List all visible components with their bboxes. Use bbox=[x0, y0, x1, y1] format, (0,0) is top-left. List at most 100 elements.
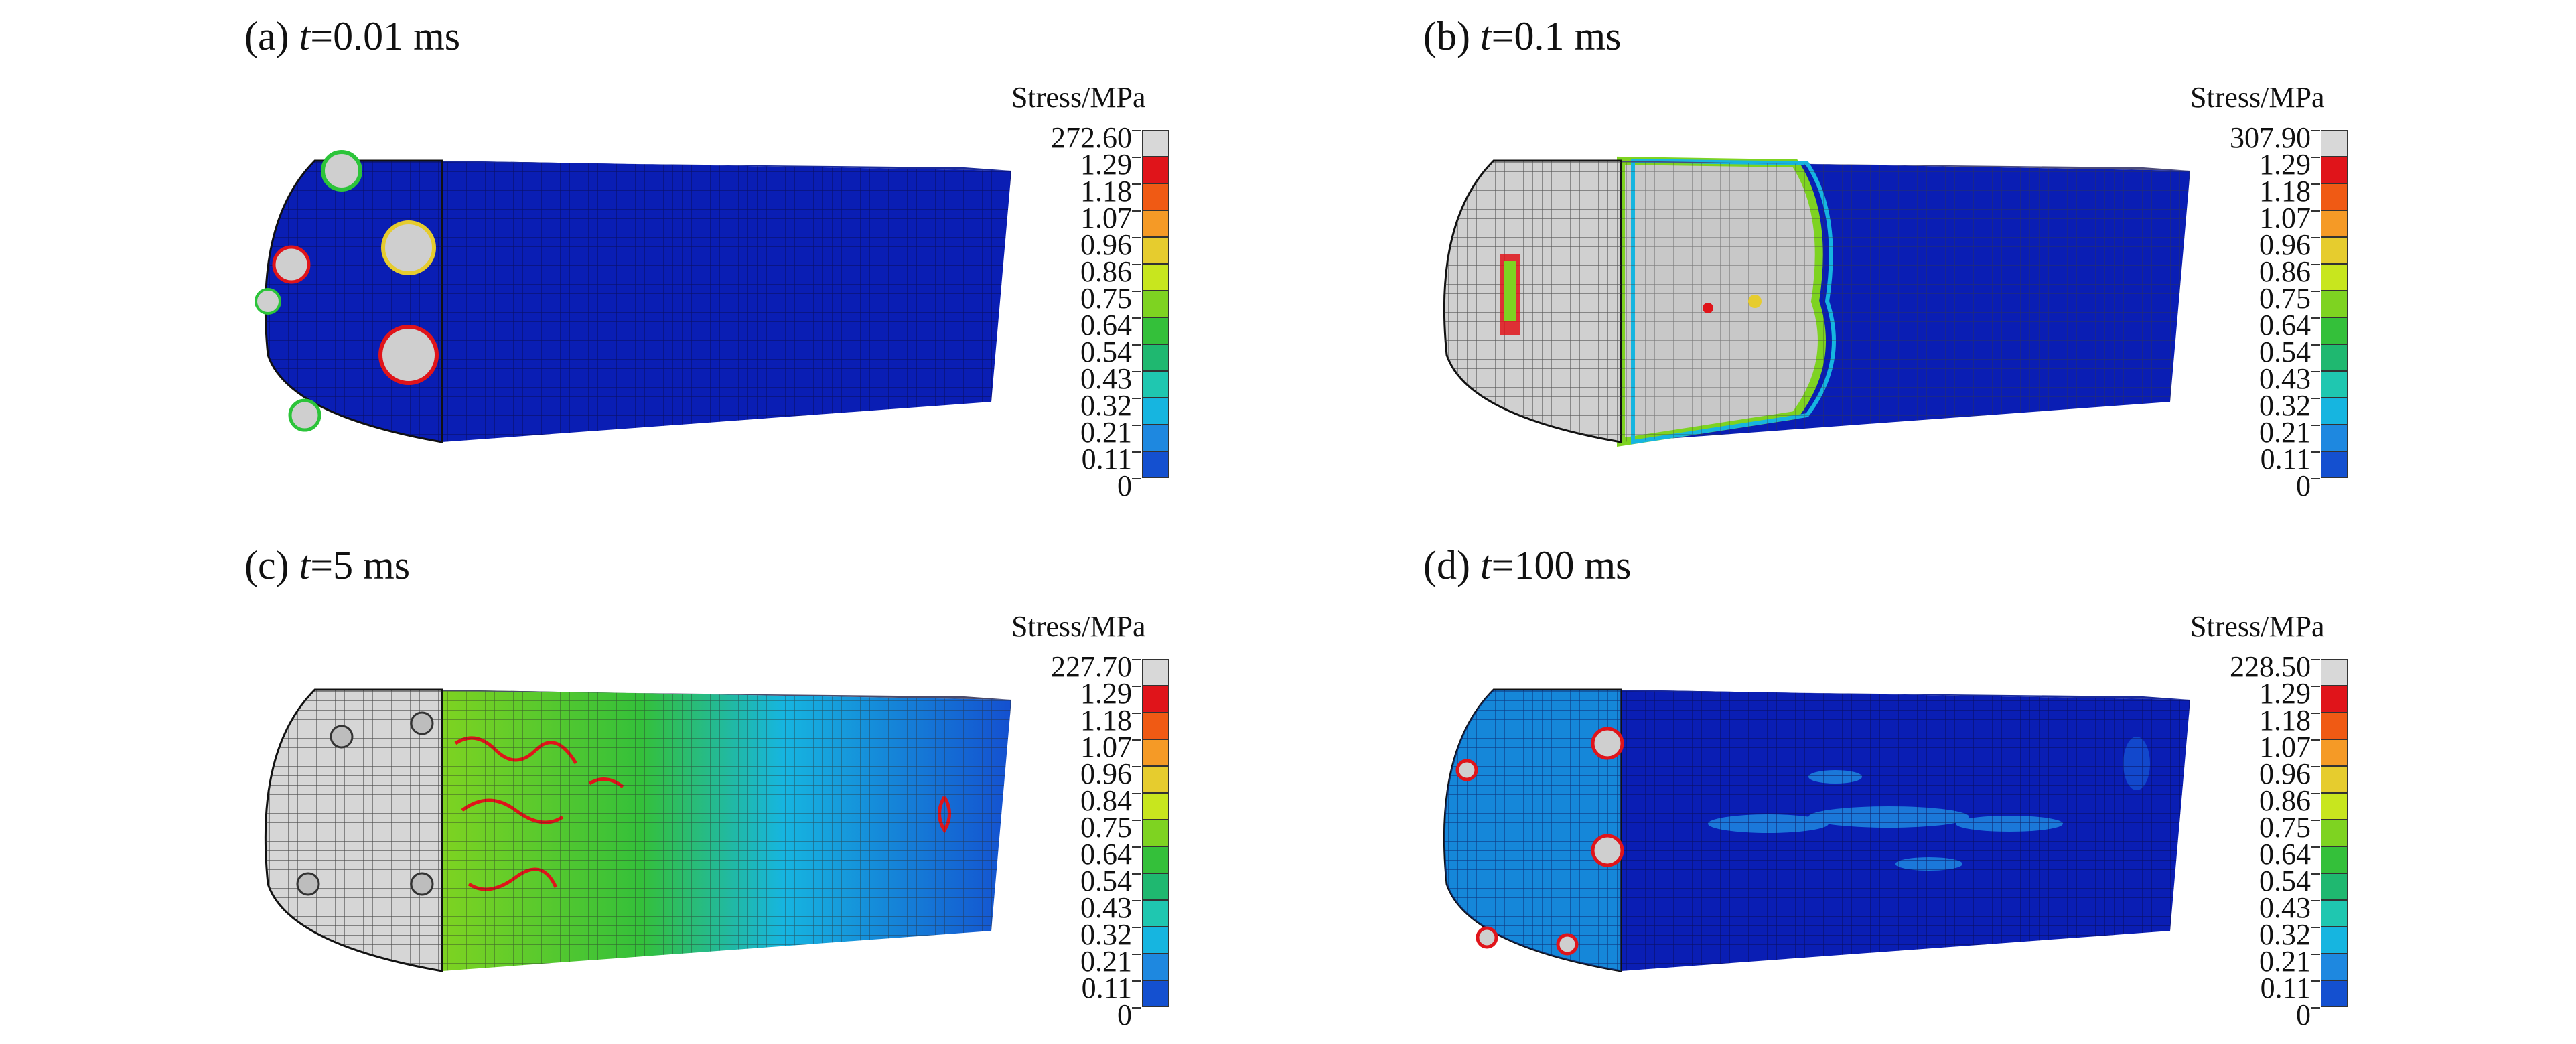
legend-level-label: 0.43 bbox=[2259, 362, 2311, 395]
legend-level-label: 0.11 bbox=[1081, 443, 1132, 475]
legend-swatch bbox=[1142, 766, 1169, 793]
legend-level-label: 0.75 bbox=[2259, 282, 2311, 315]
legend-level-label: 0 bbox=[2296, 998, 2311, 1031]
legend-level-label: 0 bbox=[1117, 998, 1132, 1031]
legend-level-label: 0.96 bbox=[1080, 757, 1132, 790]
legend-swatch bbox=[2321, 317, 2348, 344]
legend-swatch bbox=[1142, 344, 1169, 371]
legend-swatch bbox=[1142, 739, 1169, 766]
legend-level-label: 0.11 bbox=[2260, 972, 2311, 1004]
panel-c: (c) t=5 ms bbox=[0, 529, 1273, 1038]
legend-level-label: 1.07 bbox=[1080, 202, 1132, 234]
legend-level-label: 1.29 bbox=[2259, 677, 2311, 710]
legend-level-label: 0.11 bbox=[1081, 972, 1132, 1004]
legend-tick bbox=[1132, 398, 1141, 399]
legend-tick bbox=[2311, 793, 2320, 794]
panel-title: (c) t=5 ms bbox=[244, 542, 410, 589]
legend-swatch bbox=[2321, 793, 2348, 820]
legend-swatch bbox=[1142, 954, 1169, 980]
legend-tick bbox=[1132, 130, 1141, 131]
legend-swatch bbox=[1142, 980, 1169, 1007]
legend-level-label: 0.43 bbox=[1080, 362, 1132, 395]
legend-tick bbox=[2311, 237, 2320, 238]
time-value: =5 ms bbox=[310, 543, 411, 587]
legend-level-label: 0.32 bbox=[1080, 389, 1132, 422]
time-value: =0.01 ms bbox=[310, 14, 461, 58]
legend-tick bbox=[2311, 686, 2320, 687]
legend-swatch bbox=[2321, 900, 2348, 927]
panel-prefix: (c) bbox=[244, 543, 299, 587]
legend-swatch bbox=[2321, 846, 2348, 873]
legend-level-label: 0.21 bbox=[2259, 945, 2311, 978]
legend-swatch bbox=[1142, 291, 1169, 317]
legend-swatch bbox=[1142, 713, 1169, 739]
legend-tick bbox=[2311, 317, 2320, 319]
legend-level-label: 0.96 bbox=[2259, 757, 2311, 790]
legend-swatch bbox=[2321, 686, 2348, 713]
stress-contour-model bbox=[1420, 134, 2230, 482]
bolt-hotspots bbox=[1455, 727, 1624, 956]
legend-swatch bbox=[1142, 686, 1169, 713]
bolt-hotspots bbox=[255, 150, 439, 432]
stress-legend: Stress/MPa 272.60 1.29 1.18 1.07 0.96 0.86 0.7… bbox=[1011, 80, 1192, 501]
legend-tick bbox=[1132, 927, 1141, 928]
legend-tick bbox=[1132, 264, 1141, 265]
legend-swatch bbox=[2321, 980, 2348, 1007]
legend-swatch bbox=[2321, 291, 2348, 317]
legend-swatch bbox=[2321, 766, 2348, 793]
legend-tick bbox=[2311, 130, 2320, 131]
panel-title: (a) t=0.01 ms bbox=[244, 13, 460, 60]
legend-tick bbox=[2311, 425, 2320, 426]
legend-swatch bbox=[2321, 927, 2348, 954]
legend-tick bbox=[1132, 317, 1141, 319]
stress-legend: Stress/MPa 307.90 1.29 1.18 1.07 0.96 0.86 0.7… bbox=[2190, 80, 2371, 501]
stress-contour-model bbox=[241, 134, 1052, 482]
legend-tick bbox=[1132, 291, 1141, 292]
legend-tick bbox=[1132, 1007, 1141, 1009]
stress-legend: Stress/MPa 228.50 1.29 1.18 1.07 0.96 0.86 0.7… bbox=[2190, 609, 2371, 1030]
legend-tick bbox=[2311, 927, 2320, 928]
legend-swatch bbox=[2321, 425, 2348, 451]
legend-tick bbox=[2311, 291, 2320, 292]
legend-colorbar bbox=[1142, 659, 1169, 1007]
legend-swatch bbox=[1142, 846, 1169, 873]
legend-level-label: 0.32 bbox=[2259, 918, 2311, 951]
legend-tick bbox=[1132, 713, 1141, 714]
legend-level-label: 0.84 bbox=[1080, 784, 1132, 817]
legend-tick bbox=[2311, 344, 2320, 346]
legend-tick bbox=[2311, 954, 2320, 955]
legend-swatch bbox=[2321, 739, 2348, 766]
legend-swatch bbox=[1142, 371, 1169, 398]
legend-swatch bbox=[2321, 344, 2348, 371]
legend-level-label: 1.18 bbox=[2259, 175, 2311, 208]
panel-b: (b) t=0.1 ms Stress/MPa 307. bbox=[1179, 0, 2451, 509]
time-variable: t bbox=[1480, 14, 1492, 58]
model-svg bbox=[1443, 688, 2190, 972]
stress-contour-model bbox=[241, 663, 1052, 1011]
legend-title: Stress/MPa bbox=[2190, 81, 2325, 114]
legend-tick bbox=[2311, 980, 2320, 982]
legend-level-label: 307.90 bbox=[2230, 121, 2311, 154]
legend-swatch bbox=[2321, 873, 2348, 900]
model-svg bbox=[255, 150, 1011, 443]
legend-level-label: 1.07 bbox=[2259, 731, 2311, 763]
time-value: =0.1 ms bbox=[1491, 14, 1622, 58]
legend-tick bbox=[2311, 183, 2320, 185]
legend-level-label: 0.54 bbox=[1080, 865, 1132, 897]
legend-tick bbox=[1132, 766, 1141, 767]
legend-swatch bbox=[1142, 873, 1169, 900]
legend-tick bbox=[2311, 371, 2320, 372]
legend-swatch bbox=[1142, 157, 1169, 183]
legend-swatch bbox=[1142, 183, 1169, 210]
legend-level-label: 0.64 bbox=[2259, 838, 2311, 871]
legend-swatch bbox=[2321, 210, 2348, 237]
legend-level-label: 0.96 bbox=[2259, 228, 2311, 261]
legend-swatch bbox=[2321, 659, 2348, 686]
stress-spots bbox=[1500, 254, 1762, 335]
legend-tick bbox=[2311, 820, 2320, 821]
legend-tick bbox=[1132, 237, 1141, 238]
legend-colorbar bbox=[1142, 130, 1169, 478]
bolt-holes bbox=[296, 711, 434, 896]
legend-level-label: 1.18 bbox=[2259, 704, 2311, 737]
legend-level-label: 0 bbox=[1117, 469, 1132, 502]
